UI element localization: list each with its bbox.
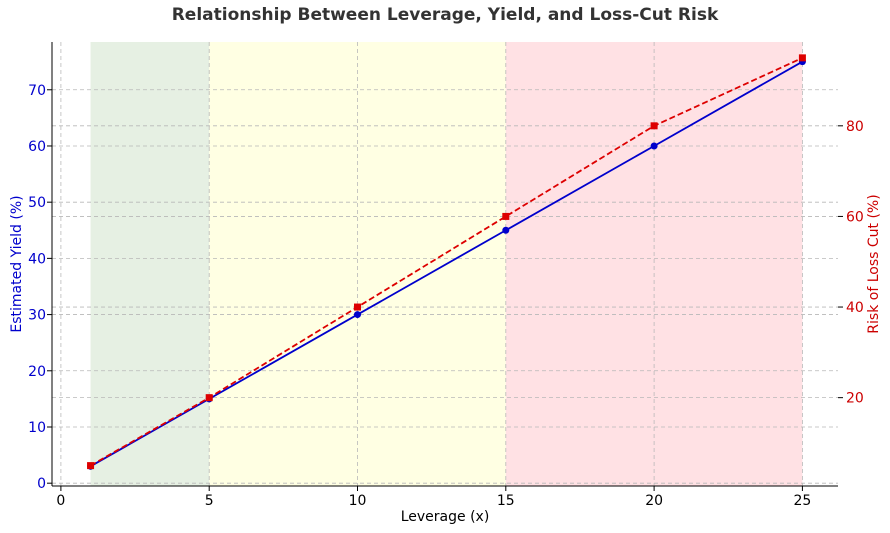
y-right-tick-label: 60 xyxy=(846,209,864,225)
y-left-tick-label: 50 xyxy=(28,195,46,211)
x-tick-label: 10 xyxy=(349,493,367,509)
data-point-right xyxy=(502,212,510,220)
data-point-right xyxy=(354,303,362,311)
x-tick-label: 15 xyxy=(497,493,515,509)
y-left-tick-label: 0 xyxy=(37,476,46,492)
data-point-right xyxy=(798,54,806,62)
y-left-tick-label: 10 xyxy=(28,420,46,436)
data-point-right xyxy=(205,394,213,402)
y-left-tick-label: 20 xyxy=(28,364,46,380)
data-point-right xyxy=(87,462,95,470)
shaded-region-0 xyxy=(90,42,210,486)
data-point-left xyxy=(502,226,510,234)
series-layer xyxy=(87,54,806,470)
data-point-right xyxy=(650,122,658,130)
chart-title: Relationship Between Leverage, Yield, an… xyxy=(171,5,719,25)
x-tick-label: 20 xyxy=(645,493,663,509)
x-axis-label: Leverage (x) xyxy=(401,509,490,525)
y-left-tick-label: 60 xyxy=(28,139,46,155)
axes xyxy=(51,42,838,487)
x-tick-label: 0 xyxy=(56,493,65,509)
series-line-left xyxy=(90,60,803,468)
y-left-tick-label: 40 xyxy=(28,251,46,267)
y-right-tick-label: 40 xyxy=(846,300,864,316)
x-tick-label: 25 xyxy=(793,493,811,509)
grid-lines xyxy=(52,42,838,486)
tick-labels: 0 5 10 15 20 25 0 10 20 30 40 50 60 70 20 40 60 80 xyxy=(28,83,864,509)
x-tick-label: 5 xyxy=(205,493,214,509)
y-left-tick-label: 70 xyxy=(28,83,46,99)
data-point-left xyxy=(354,311,362,319)
y-axis-right-label: Risk of Loss Cut (%) xyxy=(866,194,882,333)
data-point-left xyxy=(650,142,658,150)
y-right-tick-label: 80 xyxy=(846,119,864,135)
y-axis-left-label: Estimated Yield (%) xyxy=(9,195,25,332)
y-right-tick-label: 20 xyxy=(846,391,864,407)
series-line-right xyxy=(90,57,803,467)
y-left-tick-label: 30 xyxy=(28,308,46,324)
